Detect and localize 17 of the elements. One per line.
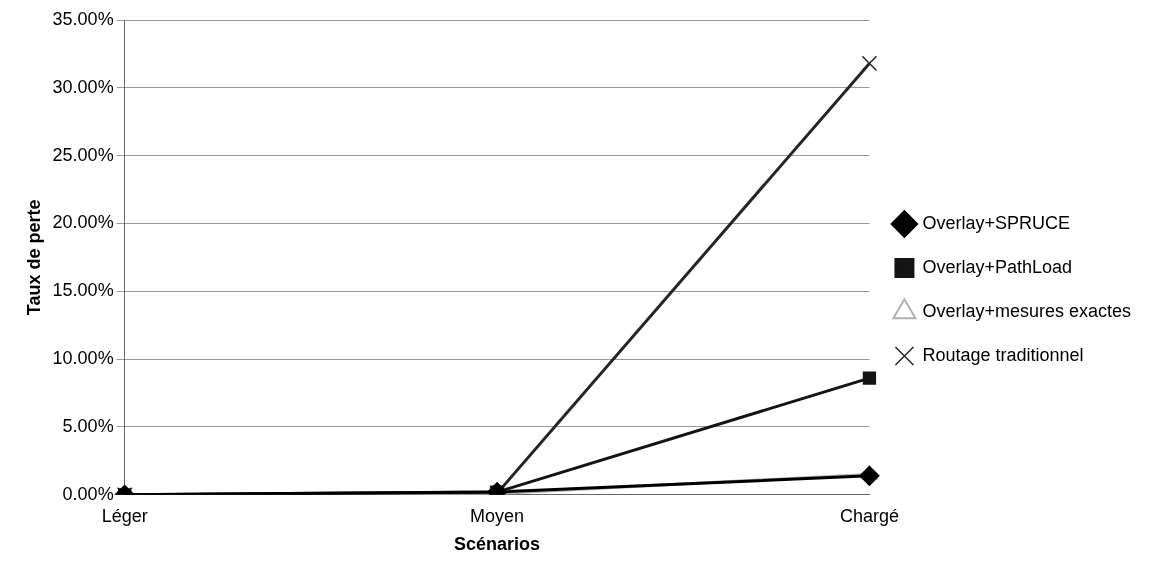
legend-label: Overlay+mesures exactes xyxy=(922,300,1132,321)
legend-label: Overlay+PathLoad xyxy=(922,256,1073,277)
y-tick-label: 25.00% xyxy=(52,144,114,165)
legend-label: Routage traditionnel xyxy=(922,344,1084,365)
y-tick-label: 30.00% xyxy=(52,76,114,97)
x-tick-label: Moyen xyxy=(470,505,525,526)
y-tick-label: 20.00% xyxy=(52,212,114,233)
y-tick-label: 5.00% xyxy=(62,415,114,436)
legend-label: Overlay+SPRUCE xyxy=(922,212,1070,233)
y-axis-title: Taux de perte xyxy=(23,199,44,316)
y-tick-label: 0.00% xyxy=(62,483,114,504)
y-tick-label: 15.00% xyxy=(52,280,114,301)
y-tick-label: 35.00% xyxy=(52,8,114,29)
x-tick-label: Chargé xyxy=(839,505,899,526)
y-tick-label: 10.00% xyxy=(52,348,114,369)
x-tick-label: Léger xyxy=(101,505,148,526)
x-axis-title: Scénarios xyxy=(454,534,541,555)
